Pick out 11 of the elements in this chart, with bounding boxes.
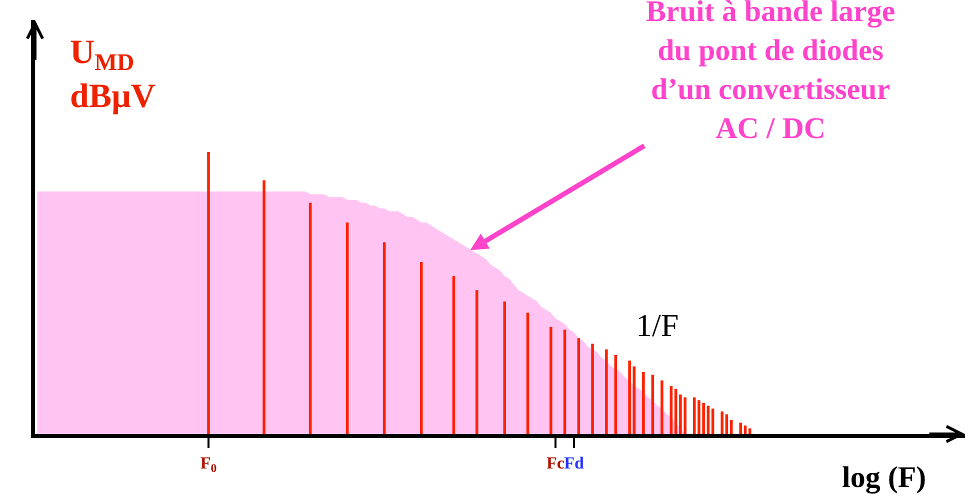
x-tick-label: Fd: [564, 453, 584, 472]
bar: [730, 420, 733, 434]
x-axis-title: log (F): [842, 461, 926, 494]
bar: [744, 426, 747, 434]
bar: [739, 422, 742, 434]
text: Bruit à bande large du pont de diodes d’un convertisseur AC / DC: [646, 0, 896, 145]
bar: [720, 411, 724, 434]
x-tick-label: Fc: [546, 453, 565, 472]
bar: [711, 408, 714, 434]
x-tick-label: F$_{0}$: [200, 453, 217, 475]
y-axis-title: U$_{MD}$ dBμV: [70, 34, 156, 116]
